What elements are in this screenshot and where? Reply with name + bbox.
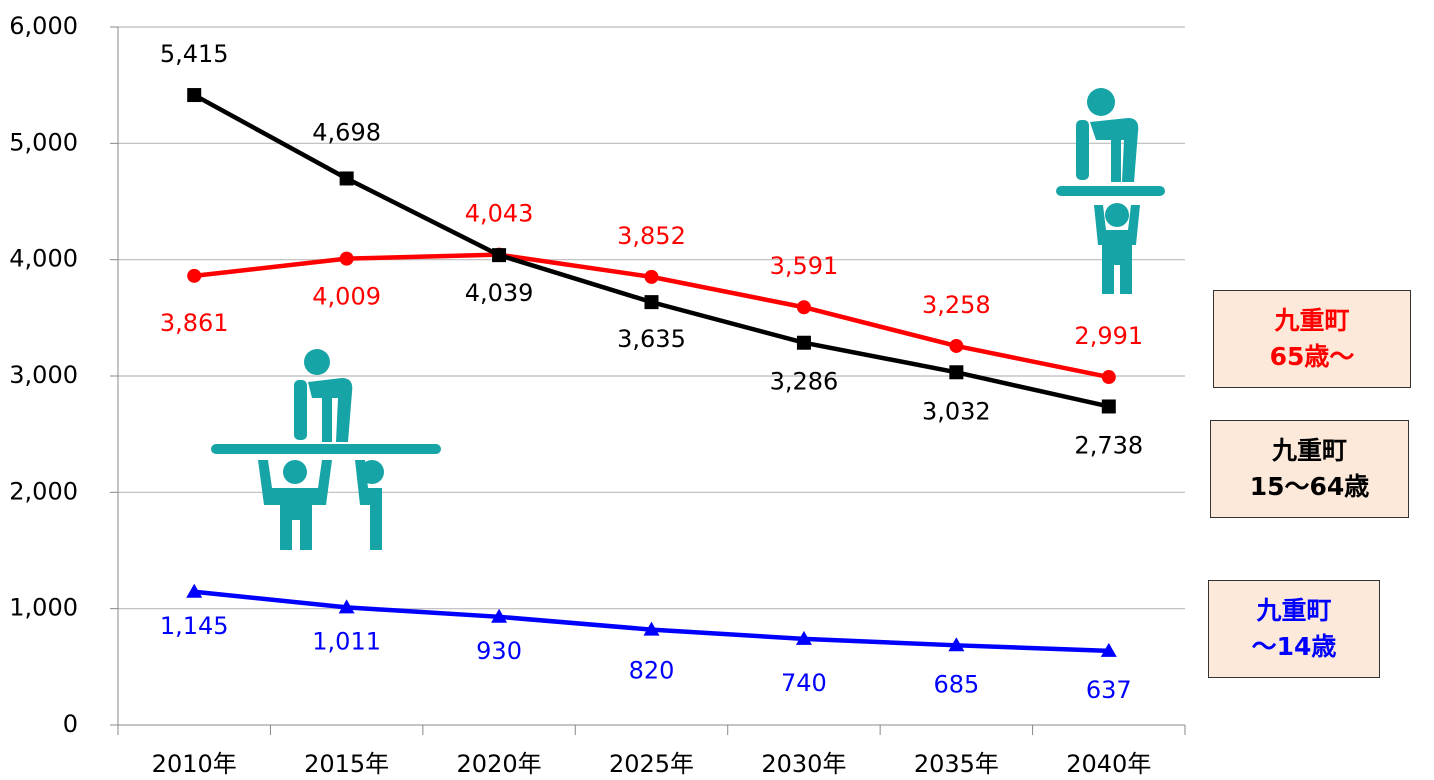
data-label: 3,591 xyxy=(770,252,839,280)
x-tick-label: 2020年 xyxy=(457,750,542,778)
marker xyxy=(338,599,355,614)
x-tick-label: 2010年 xyxy=(152,750,237,778)
data-label: 5,415 xyxy=(160,40,229,68)
marker xyxy=(339,251,354,266)
marker xyxy=(339,171,354,186)
legend-item: 九重町 15～64歳 xyxy=(1210,420,1409,518)
data-label: 4,009 xyxy=(312,283,381,311)
marker xyxy=(187,268,202,283)
x-tick-label: 2030年 xyxy=(761,750,846,778)
y-tick-label: 3,000 xyxy=(9,361,78,389)
marker xyxy=(1101,399,1116,414)
legend-item: 九重町 ～14歳 xyxy=(1208,580,1380,678)
marker xyxy=(491,608,508,623)
legend-item: 九重町 65歳～ xyxy=(1213,290,1411,388)
marker xyxy=(949,365,964,380)
axes: 0 1,000 2,000 3,000 4,000 5,000 6,000 2010年 2015… xyxy=(9,12,1186,778)
marker xyxy=(186,583,203,598)
data-label: 3,286 xyxy=(770,368,839,396)
marker xyxy=(1101,370,1116,385)
data-label: 820 xyxy=(629,657,675,685)
data-label: 2,991 xyxy=(1074,322,1143,350)
data-label: 637 xyxy=(1086,676,1132,704)
marker xyxy=(187,88,202,103)
marker xyxy=(796,300,811,315)
x-tick-label: 2040年 xyxy=(1066,750,1151,778)
data-label: 4,698 xyxy=(312,118,381,146)
data-label: 1,011 xyxy=(312,627,381,655)
marker xyxy=(644,269,659,284)
x-tick-label: 2015年 xyxy=(304,750,389,778)
data-label: 740 xyxy=(781,669,827,697)
y-tick-label: 6,000 xyxy=(9,12,78,40)
y-tick-label: 1,000 xyxy=(9,594,78,622)
data-label: 3,861 xyxy=(160,309,229,337)
marker xyxy=(644,295,659,310)
data-label: 3,635 xyxy=(617,325,686,353)
marker xyxy=(795,630,812,645)
y-tick-label: 4,000 xyxy=(9,245,78,273)
icon-left xyxy=(211,349,441,550)
data-label: 930 xyxy=(476,637,522,665)
data-label: 3,258 xyxy=(922,291,991,319)
marker xyxy=(949,338,964,353)
y-tick-label: 0 xyxy=(63,710,78,738)
marker xyxy=(1100,642,1117,657)
y-tick-label: 2,000 xyxy=(9,477,78,505)
data-label: 3,852 xyxy=(617,222,686,250)
marker xyxy=(796,335,811,350)
marker xyxy=(948,637,965,652)
marker xyxy=(643,621,660,636)
marker xyxy=(492,248,507,263)
data-label: 1,145 xyxy=(160,612,229,640)
data-label: 685 xyxy=(933,670,979,698)
icon-right xyxy=(1056,88,1165,294)
data-label: 3,032 xyxy=(922,397,991,425)
y-tick-label: 5,000 xyxy=(9,128,78,156)
data-label: 2,738 xyxy=(1074,431,1143,459)
x-tick-label: 2025年 xyxy=(609,750,694,778)
data-label: 4,039 xyxy=(465,279,534,307)
x-tick-label: 2035年 xyxy=(914,750,999,778)
data-label: 4,043 xyxy=(465,200,534,228)
